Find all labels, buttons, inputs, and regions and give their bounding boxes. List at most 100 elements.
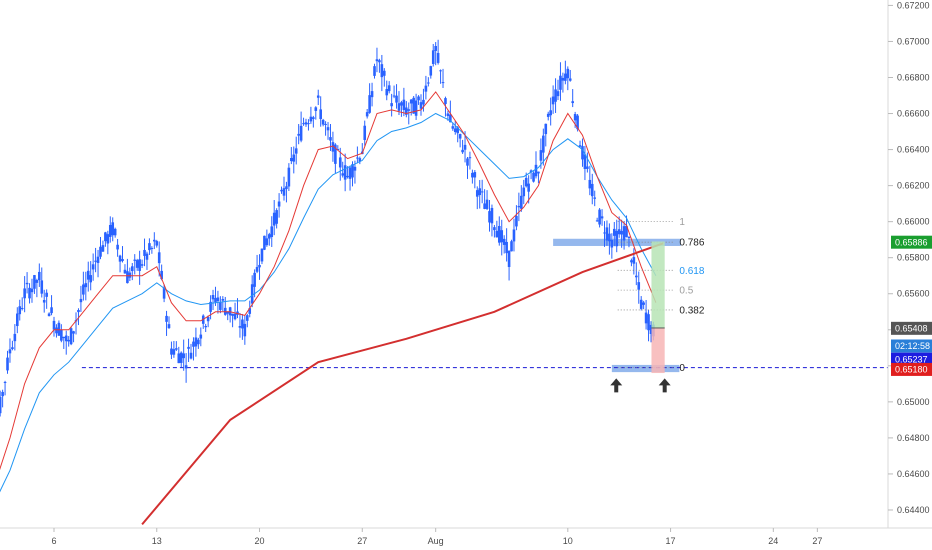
fib-level-label: 0.5 — [679, 286, 693, 297]
candle-body — [368, 95, 371, 113]
candle-body — [143, 249, 146, 256]
moving-averages — [0, 91, 664, 526]
candle-body — [365, 112, 369, 117]
candle-body — [512, 229, 516, 242]
price-badge — [891, 362, 932, 376]
candle-body — [542, 135, 545, 153]
support-zones — [81, 238, 888, 373]
candle-body — [414, 100, 418, 116]
candle-body — [162, 287, 166, 299]
candle-body — [458, 134, 462, 139]
candle-body — [436, 52, 440, 63]
candle-body — [294, 148, 298, 154]
candle-body — [463, 144, 467, 150]
candle-body — [630, 260, 633, 263]
candle-body — [138, 259, 141, 271]
candle-body — [334, 144, 337, 164]
candle-body — [260, 248, 264, 262]
candle-body — [238, 326, 242, 328]
candle-body — [400, 102, 403, 106]
candle-body — [270, 226, 274, 237]
y-tick-label: 0.66800 — [897, 72, 930, 82]
y-tick-label: 0.65000 — [897, 397, 930, 407]
candle-body — [620, 230, 623, 235]
candle-body — [583, 154, 587, 170]
candle-body — [172, 349, 176, 355]
price-badge — [891, 235, 932, 249]
y-tick-label: 0.66000 — [897, 217, 930, 227]
candle-body — [444, 98, 447, 104]
price-badge — [891, 352, 932, 366]
candle-body — [326, 127, 330, 131]
candle-body — [534, 164, 538, 177]
candle-body — [515, 215, 518, 227]
candle-body — [79, 298, 83, 303]
candle-body — [307, 123, 310, 125]
candle-body — [111, 222, 115, 236]
price-axis[interactable]: 0.67200 0.67000 0.66800 0.66600 0.66400 0.662… — [888, 0, 930, 515]
candle-body — [471, 172, 474, 178]
candle-body — [456, 127, 459, 134]
time-axis[interactable]: 6 13 20 27 Aug 10 17 24 27 — [51, 528, 822, 546]
fib-level-label: 0.786 — [679, 238, 704, 249]
candle-body — [20, 308, 24, 310]
candle-body — [113, 228, 117, 236]
candle-body — [214, 298, 217, 303]
candle-body — [632, 257, 636, 264]
ma-slow-line — [0, 112, 657, 493]
candle-body — [177, 353, 181, 364]
support-zone — [611, 364, 680, 373]
candle-body — [478, 188, 482, 196]
candle-body — [392, 95, 396, 97]
candle-body — [581, 146, 584, 160]
candle-body — [60, 330, 63, 341]
candle-body — [390, 103, 393, 107]
candle-body — [551, 96, 555, 105]
candle-body — [52, 320, 56, 330]
candle-body — [603, 232, 606, 234]
candle-body — [431, 50, 435, 64]
candle-body — [639, 299, 643, 309]
candle-body — [588, 179, 592, 189]
candle-body — [226, 311, 230, 314]
candle-body — [209, 301, 212, 312]
price-badge-label: 0.65408 — [895, 324, 928, 334]
candle-body — [637, 282, 641, 290]
candle-body — [559, 75, 562, 90]
candle-body — [30, 288, 34, 293]
candle-body — [28, 287, 31, 299]
candle-body — [233, 313, 237, 320]
candle-body — [363, 125, 367, 140]
candle-body — [341, 173, 345, 176]
candle-body — [635, 275, 638, 278]
candle-body — [282, 188, 286, 196]
candle-body — [312, 117, 315, 120]
price-badge-label: 02:12:58 — [895, 341, 930, 351]
candle-body — [358, 158, 362, 162]
candle-body — [453, 128, 457, 133]
fib-level-label: 0 — [679, 363, 685, 374]
candle-body — [150, 247, 154, 249]
price-badge — [891, 321, 932, 335]
candle-body — [610, 239, 614, 248]
candle-body — [123, 269, 127, 274]
candle-body — [184, 365, 188, 369]
fibonacci-retracement[interactable]: 1 0.786 0.618 0.5 0.382 0 — [617, 217, 705, 374]
candle-body — [25, 282, 29, 285]
candle-body — [11, 347, 14, 350]
long-position-tool[interactable] — [651, 241, 665, 374]
candle-body — [285, 186, 288, 190]
candle-body — [544, 123, 548, 135]
candle-body — [241, 319, 244, 329]
candle-body — [275, 210, 278, 224]
x-tick-label: 27 — [357, 536, 367, 546]
candle-body — [258, 264, 261, 268]
candle-body — [243, 323, 247, 337]
fib-level-label: 0.382 — [679, 305, 704, 316]
candle-body — [338, 157, 342, 168]
fib-level-label: 1 — [679, 217, 685, 228]
y-tick-label: 0.66600 — [897, 109, 930, 119]
candle-body — [500, 230, 504, 243]
